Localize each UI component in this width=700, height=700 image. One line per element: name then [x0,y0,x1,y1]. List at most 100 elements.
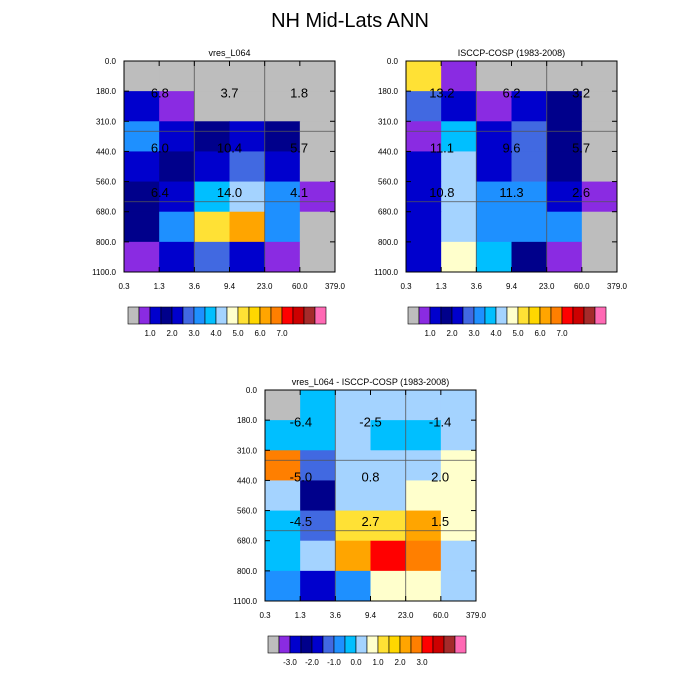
y-tick-label: 440.0 [378,147,399,156]
heatmap-cell [370,540,407,572]
colorbar-swatch [355,635,368,654]
heatmap-cell [300,480,336,512]
y-tick-label: 560.0 [237,507,258,516]
x-tick-label: 1.3 [154,282,166,291]
colorbar-swatch [314,306,327,325]
value-annotation: 4.1 [290,185,308,200]
x-tick-label: 0.3 [400,282,412,291]
value-annotation: 6.4 [151,185,169,200]
x-tick-label: 0.3 [259,611,271,620]
value-annotation: 9.6 [502,141,520,156]
heatmap-cell [581,91,618,122]
value-annotation: 6.8 [151,86,169,101]
heatmap-cell [335,540,371,572]
colorbar-swatch [539,306,552,325]
colorbar-swatch [182,306,195,325]
heatmap-cell [300,570,336,602]
x-tick-label: 9.4 [506,282,518,291]
colorbar-swatch [432,635,445,654]
colorbar-label: 6.0 [534,329,546,338]
colorbar-label: 1.0 [144,329,156,338]
colorbar-swatch [388,635,401,654]
colorbar-swatch [495,306,508,325]
heatmap-cell [265,540,301,572]
x-tick-label: 1.3 [436,282,448,291]
heatmap-cell [511,121,548,152]
heatmap-cell [370,450,407,481]
value-annotation: 2.7 [361,514,379,529]
heatmap-cell [265,420,301,451]
colorbar-label: -1.0 [327,658,341,667]
colorbar-swatch [289,635,302,654]
x-tick-label: 9.4 [365,611,377,620]
y-tick-label: 1100.0 [233,597,257,606]
heatmap-cell [406,61,442,92]
heatmap-cell [335,390,371,421]
heatmap-cell [511,151,548,183]
heatmap-cell [476,181,512,213]
colorbar-label: 0.0 [350,658,362,667]
heatmap-cell [299,91,336,122]
heatmap-cell [299,61,336,92]
colorbar-label: 2.0 [446,329,458,338]
heatmap-cell [299,241,336,273]
heatmap-cell [335,570,371,602]
x-tick-label: 3.6 [189,282,201,291]
heatmap-cell [476,241,512,273]
y-tick-label: 180.0 [378,87,399,96]
colorbar-label: 7.0 [276,329,288,338]
heatmap-cell [300,540,336,572]
heatmap-cell [440,390,477,421]
heatmap-cell [546,121,583,152]
value-annotation: 10.8 [429,185,454,200]
heatmap-cell [159,211,195,243]
heatmap-cell [441,241,477,273]
heatmap-cell [405,420,442,451]
colorbar-label: 3.0 [468,329,480,338]
heatmap-cell [265,480,301,512]
y-tick-label: 800.0 [237,567,258,576]
heatmap-cell [581,121,618,152]
colorbar-label: 6.0 [254,329,266,338]
heatmap-cell [405,540,442,572]
heatmap-cell [124,241,160,273]
heatmap-cell [159,61,195,92]
heatmap-cell [441,61,477,92]
colorbar-swatch [278,635,291,654]
heatmap-cell [546,61,583,92]
y-tick-label: 800.0 [96,238,117,247]
y-tick-label: 1100.0 [374,268,398,277]
x-tick-label: 60.0 [574,282,590,291]
heatmap-cell [159,91,195,122]
y-tick-label: 680.0 [237,537,258,546]
colorbar-swatch [311,635,324,654]
heatmap-cell [441,151,477,183]
heatmap-cell [265,510,301,542]
heatmap-cell [264,151,301,183]
colorbar: 1.0 2.0 3.0 4.0 5.0 6.0 7.0 [407,306,607,338]
heatmap-cell [335,510,371,542]
x-tick-label: 23.0 [398,611,414,620]
colorbar-swatch [270,306,283,325]
colorbar-swatch [473,306,486,325]
heatmap-cell [229,91,266,122]
heatmap-cell [194,121,230,152]
heatmap-cell [335,480,371,512]
colorbar-swatch [248,306,261,325]
heatmap-cell [511,61,548,92]
heatmap-cell [440,420,477,451]
heatmap-cell [546,91,583,122]
value-annotation: 3.2 [572,86,590,101]
heatmap-cell [264,121,301,152]
x-tick-label: 0.3 [118,282,130,291]
value-annotation: 14.0 [217,185,242,200]
y-tick-label: 0.0 [246,386,258,395]
value-annotation: 11.3 [499,185,523,200]
heatmap-cell [406,151,442,183]
heatmap-cell [405,390,442,421]
heatmap-cell [299,151,336,183]
colorbar-swatch [528,306,541,325]
colorbar-swatch [407,306,420,325]
value-annotation: 3.7 [220,86,238,101]
